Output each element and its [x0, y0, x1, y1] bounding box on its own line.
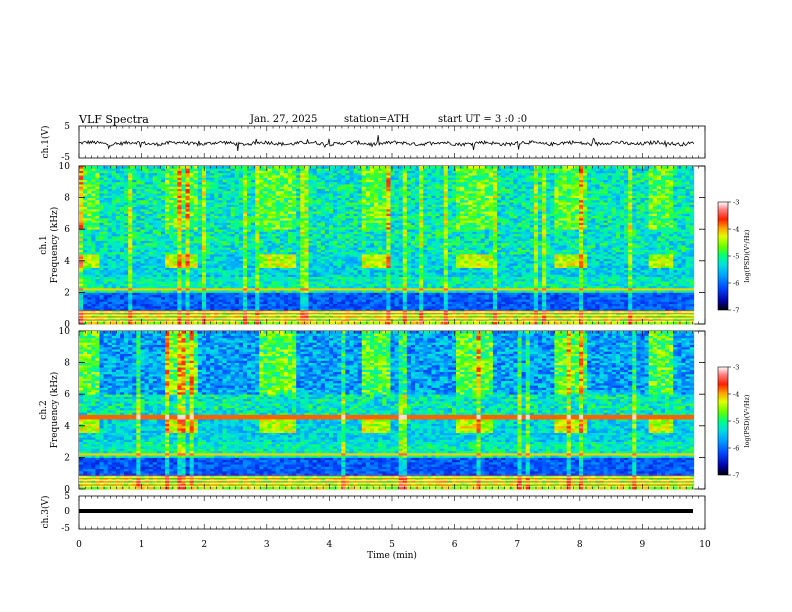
time-tick-label: 0: [76, 540, 82, 550]
colorbar-tick-label: -7: [733, 472, 739, 480]
ch1-spectrogram-panel: 0 2 4 6 8 10 ch.1 Frequency (kHz): [39, 162, 706, 330]
freq-tick-label: 2: [64, 288, 70, 298]
time-tick-label: 3: [264, 540, 270, 550]
ch3-ytick-top: 5: [64, 492, 70, 502]
freq-tick-label: 0: [64, 320, 70, 330]
freq-tick-label: 6: [64, 225, 70, 235]
freq-tick-label: 4: [64, 422, 70, 432]
colorbar-tick-label: -3: [733, 364, 739, 372]
time-tick-label: 9: [640, 540, 646, 550]
time-tick-label: 8: [577, 540, 583, 550]
time-tick-label: 10: [699, 540, 711, 550]
freq-tick-label: 0: [64, 485, 70, 495]
ch1-trace: [79, 135, 695, 152]
time-tick-label: 5: [389, 540, 395, 550]
time-tick-label: 1: [139, 540, 145, 550]
ch1-colorbar: -3 -4 -5 -6 -7 log(PSD)(V²/Hz): [717, 199, 751, 315]
ch1-ylabel: ch.1(V): [40, 126, 51, 159]
ch3-trace: [79, 509, 693, 513]
ch1-ylabel-frequency: Frequency (kHz): [49, 207, 60, 284]
ch3-ytick-mid: 0: [64, 507, 70, 517]
chart-title: VLF Spectra: [79, 113, 149, 126]
colorbar-tick-label: -3: [733, 199, 739, 207]
freq-tick-label: 8: [64, 359, 70, 369]
ch2-ylabel-frequency: Frequency (kHz): [49, 372, 60, 449]
ch2-spectrogram-panel: 0 2 4 6 8 10 ch.2 Frequency (kHz): [39, 327, 706, 495]
colorbar-tick-label: -5: [733, 418, 739, 426]
ch1-colorbar-label: log(PSD)(V²/Hz): [743, 229, 751, 282]
start-time-label: start UT = 3 :0 :0: [438, 114, 527, 125]
ch1-ytick-top: 5: [64, 122, 70, 132]
freq-tick-label: 4: [64, 257, 70, 267]
ch2-spectrogram-image: [79, 331, 695, 490]
colorbar-tick-label: -5: [733, 253, 739, 261]
time-tick-label: 2: [201, 540, 207, 550]
freq-tick-label: 6: [64, 390, 70, 400]
ch2-colorbar: -3 -4 -5 -6 -7 log(PSD)(V²/Hz): [717, 364, 751, 480]
freq-tick-label: 2: [64, 453, 70, 463]
time-axis: 0 1 2 3 4 5 6 7 8 9 10: [76, 126, 711, 550]
colorbar-tick-label: -6: [733, 445, 739, 453]
colorbar-tick-label: -4: [733, 391, 739, 399]
ch1-spectrogram-image: [79, 166, 695, 325]
freq-tick-label: 10: [59, 327, 71, 337]
ch3-ytick-bottom: -5: [61, 524, 70, 534]
time-tick-label: 7: [514, 540, 520, 550]
colorbar-tick-label: -4: [733, 226, 739, 234]
colorbar-tick-label: -7: [733, 307, 739, 315]
colorbar-tick-label: -6: [733, 280, 739, 288]
ch3-ylabel: ch.3(V): [40, 496, 51, 529]
ch3-waveform-panel: 5 0 -5 ch.3(V): [40, 492, 706, 534]
time-tick-label: 4: [327, 540, 333, 550]
freq-tick-label: 10: [59, 162, 71, 172]
ch1-waveform-panel: 5 -5 ch.1(V): [40, 122, 706, 163]
ch1-ytick-bottom: -5: [61, 153, 70, 163]
xaxis-label: Time (min): [367, 550, 417, 561]
ch1-ylabel-channel: ch.1: [39, 235, 49, 254]
station-label: station=ATH: [344, 114, 409, 125]
ch2-colorbar-label: log(PSD)(V²/Hz): [743, 394, 751, 447]
time-tick-label: 6: [452, 540, 458, 550]
ch2-ylabel-channel: ch.2: [39, 400, 49, 419]
date-label: Jan. 27, 2025: [250, 114, 317, 125]
freq-tick-label: 8: [64, 194, 70, 204]
